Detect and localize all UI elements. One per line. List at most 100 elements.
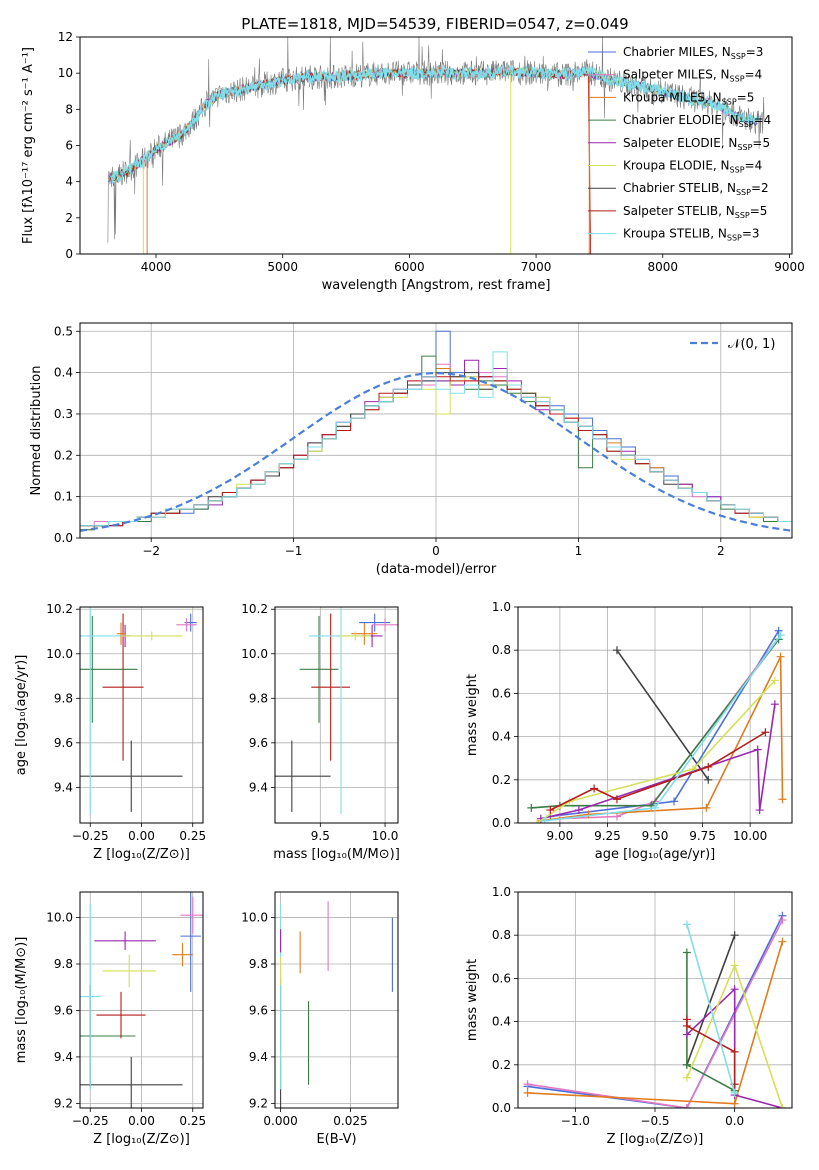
residual-histogram bbox=[80, 351, 792, 527]
weight-marker bbox=[612, 646, 621, 655]
mass_vs_ebv-xtick-label: 0.025 bbox=[333, 1114, 367, 1128]
weight-marker bbox=[612, 795, 621, 804]
weight_vs_Z-xlabel: Z [log₁₀(Z/Z⊙)] bbox=[607, 1132, 704, 1147]
mass-vs-ebv-panel: 0.000 0.025 9.2 9.4 9.6 9.8 10.0 E(B-V) bbox=[241, 891, 399, 1147]
weight-marker bbox=[540, 816, 549, 823]
mass_vs_Z-ytick-label: 10.0 bbox=[46, 911, 73, 925]
weight_vs_Z-ylabel: mass weight bbox=[465, 959, 480, 1041]
age_vs_mass-xtick-label: 9.5 bbox=[311, 829, 330, 843]
weight-marker bbox=[755, 806, 764, 815]
spectrum-xtick-label: 9000 bbox=[774, 260, 805, 274]
weight-marker bbox=[702, 803, 711, 812]
age_vs_mass-xtick-label: 10.0 bbox=[372, 829, 399, 843]
weight-marker bbox=[776, 652, 785, 661]
weight-marker bbox=[682, 1060, 691, 1069]
residuals-ytick-label: 0.3 bbox=[54, 407, 73, 421]
age_vs_mass-ytick-label: 10.0 bbox=[241, 647, 268, 661]
age_vs_Z-ytick-label: 9.6 bbox=[54, 736, 73, 750]
weight_vs_age-xtick-label: 9.00 bbox=[547, 829, 574, 843]
legend-label-subscript: SSP bbox=[731, 52, 746, 61]
weight-marker bbox=[778, 795, 787, 804]
spectrum-ytick-label: 10 bbox=[58, 66, 73, 80]
mass_vs_Z-frame bbox=[79, 891, 204, 1109]
weight_vs_Z-ytick-label: 0.6 bbox=[492, 971, 511, 985]
age_vs_mass-frame bbox=[274, 606, 399, 824]
legend-label-subscript: SSP bbox=[722, 97, 737, 106]
legend-label-tail: =5 bbox=[752, 136, 770, 150]
mass_vs_Z-ytick-label: 9.4 bbox=[54, 1050, 73, 1064]
residuals-ytick-label: 0.0 bbox=[54, 531, 73, 545]
residuals-ytick-label: 0.5 bbox=[54, 324, 73, 338]
age-vs-mass-panel: 9.5 10.0 9.4 9.6 9.8 10.0 10.2 mass [log₁₀(M/M⊙… bbox=[241, 602, 399, 862]
normal-distribution-curve bbox=[80, 371, 792, 532]
spectrum-ytick-label: 12 bbox=[58, 30, 73, 44]
mass_vs_ebv-ytick-label: 9.6 bbox=[249, 1003, 268, 1017]
model-spectrum-line bbox=[108, 66, 591, 254]
weight-line bbox=[686, 934, 736, 1066]
legend-label: Salpeter ELODIE, NSSP=5 bbox=[623, 136, 770, 152]
weight-marker bbox=[730, 1047, 739, 1056]
weight-line bbox=[531, 638, 780, 809]
weight-marker bbox=[670, 797, 679, 806]
mass_vs_Z-ytick-label: 9.2 bbox=[54, 1096, 73, 1110]
legend-label-tail: =4 bbox=[745, 159, 763, 173]
weight_vs_age-xtick-label: 9.25 bbox=[594, 829, 621, 843]
weight-vs-age-panel: 9.00 9.25 9.50 9.75 10.00 0.0 0.2 0.4 0.6 0.8 1.0 a… bbox=[465, 600, 793, 862]
weight-marker bbox=[761, 728, 770, 737]
spectrum-ytick-label: 0 bbox=[65, 247, 73, 261]
weight-marker bbox=[730, 1099, 739, 1108]
legend-label-subscript: SSP bbox=[736, 188, 751, 197]
legend-label: 𝒩(0, 1) bbox=[728, 337, 775, 352]
age_vs_mass-ytick-label: 9.4 bbox=[249, 780, 268, 794]
weight_vs_age-ylabel: mass weight bbox=[465, 674, 480, 756]
mass_vs_ebv-xtick-label: 0.000 bbox=[263, 1114, 297, 1128]
weight-marker bbox=[546, 806, 555, 815]
weight_vs_Z-ytick-label: 0.2 bbox=[492, 1058, 511, 1072]
residual-histogram bbox=[80, 372, 792, 527]
spectrum-xtick-label: 7000 bbox=[521, 260, 552, 274]
figure-title: PLATE=1818, MJD=54539, FIBERID=0547, z=0… bbox=[241, 15, 628, 33]
weight_vs_age-ytick-label: 0.8 bbox=[492, 643, 511, 657]
mass_vs_ebv-ytick-label: 9.2 bbox=[249, 1096, 268, 1110]
legend-label-subscript: SSP bbox=[727, 234, 742, 243]
weight_vs_age-frame bbox=[517, 606, 793, 824]
spectrum-ylabel: Flux [fλ10⁻¹⁷ erg cm⁻² s⁻¹ A⁻¹] bbox=[21, 47, 36, 244]
weight-marker bbox=[778, 1104, 787, 1108]
legend-label-subscript: SSP bbox=[739, 120, 754, 129]
residuals-ylabel: Normed distribution bbox=[29, 366, 44, 496]
mass_vs_ebv-ytick-label: 9.4 bbox=[249, 1050, 268, 1064]
age-vs-metallicity-panel: −0.25 0.00 0.25 9.4 9.6 9.8 10.0 10.2 Z [log₁₀(Z… bbox=[14, 602, 206, 862]
age_vs_mass-ytick-label: 9.8 bbox=[249, 691, 268, 705]
clip-mass_vs_ebv-plot-area bbox=[280, 901, 393, 1108]
weight-marker bbox=[523, 1080, 532, 1089]
legend-label-subscript: SSP bbox=[730, 75, 745, 84]
age_vs_mass-ytick-label: 10.2 bbox=[241, 602, 268, 616]
residuals-panel: −2 −1 0 1 2 0.0 0.1 0.2 0.3 0.4 0.5 (data-model)/er… bbox=[29, 322, 793, 577]
residuals-xlabel: (data-model)/error bbox=[376, 562, 497, 577]
age_vs_Z-ytick-label: 9.8 bbox=[54, 691, 73, 705]
clip-weight_vs_Z-plot-area bbox=[523, 911, 787, 1108]
weight_vs_Z-ytick-label: 0.8 bbox=[492, 928, 511, 942]
residuals-ytick-label: 0.2 bbox=[54, 448, 73, 462]
mass_vs_ebv-xlabel: E(B-V) bbox=[316, 1132, 356, 1147]
spectrum-xtick-label: 8000 bbox=[648, 260, 679, 274]
age_vs_Z-ytick-label: 10.2 bbox=[46, 602, 73, 616]
spectrum-panel: 4000 5000 6000 7000 8000 9000 0 2 4 6 8 10 12 wavelen… bbox=[21, 30, 805, 293]
weight-line bbox=[527, 919, 784, 1108]
weight_vs_Z-xtick-label: −1.0 bbox=[561, 1114, 590, 1128]
weight_vs_age-xtick-label: 9.50 bbox=[642, 829, 669, 843]
legend-label: Salpeter MILES, NSSP=4 bbox=[623, 68, 762, 84]
weight_vs_age-ytick-label: 0.6 bbox=[492, 686, 511, 700]
weight-marker bbox=[682, 1073, 691, 1082]
weight-marker bbox=[682, 1030, 691, 1039]
residuals-xtick-label: 0 bbox=[432, 544, 440, 558]
age_vs_Z-ylabel: age [log₁₀(age/yr)] bbox=[14, 655, 29, 776]
weight-marker bbox=[776, 631, 785, 640]
mass_vs_Z-xtick-label: 0.00 bbox=[128, 1114, 155, 1128]
weight-line bbox=[686, 924, 736, 1094]
model-spectrum-line bbox=[107, 67, 591, 254]
mass_vs_Z-ytick-label: 9.8 bbox=[54, 957, 73, 971]
weight-marker bbox=[704, 775, 713, 784]
weight-marker bbox=[778, 937, 787, 946]
